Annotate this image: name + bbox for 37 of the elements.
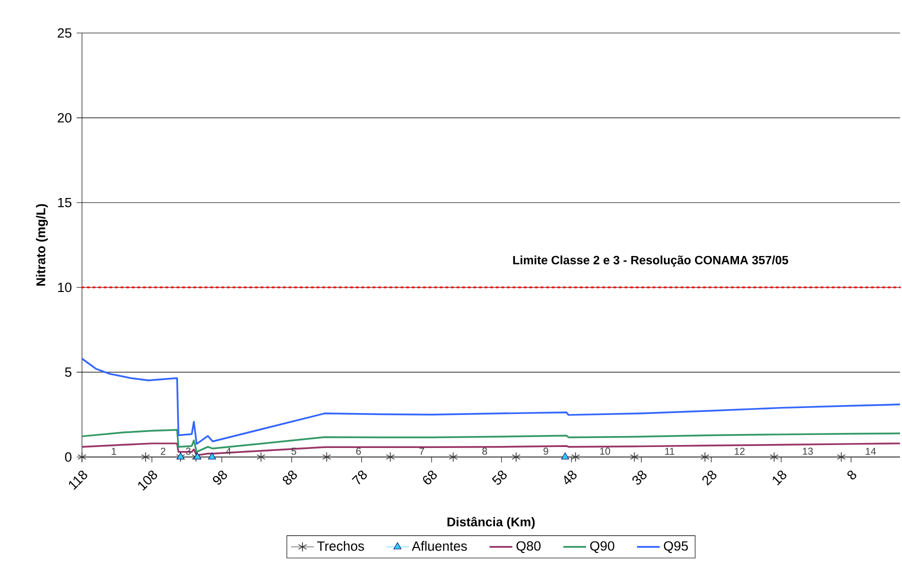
x-tick-label: 88 — [282, 470, 297, 485]
y-tick-label: 15 — [58, 198, 72, 208]
annotation: 7 — [420, 448, 424, 455]
x-axis-title: Distância (Km) — [448, 516, 535, 529]
x-tick-label: 108 — [138, 470, 158, 491]
x-tick-label: 68 — [423, 470, 437, 484]
x-tick-label: 98 — [212, 470, 228, 485]
annotation: 8 — [482, 448, 488, 455]
x-tick-label: 8 — [847, 470, 856, 480]
annotation: 12 — [734, 448, 745, 455]
legend-label: Trechos — [317, 541, 364, 551]
x-tick-label: 118 — [69, 470, 88, 490]
annotation: 13 — [802, 448, 813, 455]
legend-label: Q95 — [664, 541, 688, 554]
legend-label: Afluentes — [412, 541, 467, 551]
x-tick-label: 48 — [564, 470, 577, 484]
x-tick-label: 38 — [632, 470, 647, 485]
y-tick-label: 10 — [58, 282, 72, 292]
ref-line-label: Limite Classe 2 e 3 - Resolução CONAMA 357/05 — [513, 256, 788, 267]
legend-label: Q80 — [516, 541, 541, 554]
y-tick-label: 0 — [65, 452, 72, 462]
annotation: 1 — [112, 448, 116, 455]
annotation: 2 — [160, 448, 166, 455]
annotation: 14 — [866, 448, 876, 455]
y-axis-title: Nitrato (mg/L) — [36, 204, 48, 286]
annotation: 6 — [356, 448, 361, 455]
annotation: 11 — [665, 448, 674, 455]
x-tick-label: 58 — [492, 470, 507, 485]
y-tick-label: 25 — [58, 28, 72, 38]
y-tick-label: 20 — [58, 113, 72, 123]
legend-label: Q90 — [590, 541, 614, 554]
y-tick-label: 5 — [65, 368, 72, 377]
x-tick-label: 18 — [772, 470, 786, 486]
annotation: 10 — [600, 448, 610, 455]
x-tick-label: 28 — [702, 470, 716, 486]
annotation: 9 — [544, 448, 548, 455]
x-tick-label: 78 — [352, 470, 367, 484]
